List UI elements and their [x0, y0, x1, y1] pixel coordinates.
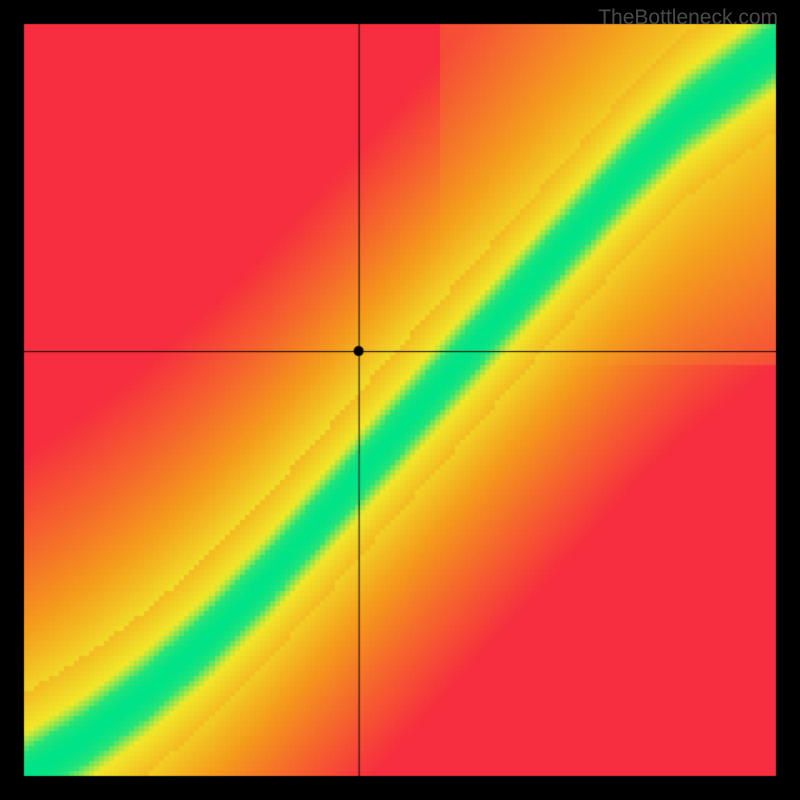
chart-container: TheBottleneck.com: [0, 0, 800, 800]
watermark-text: TheBottleneck.com: [598, 6, 778, 30]
heatmap-canvas: [0, 0, 800, 800]
